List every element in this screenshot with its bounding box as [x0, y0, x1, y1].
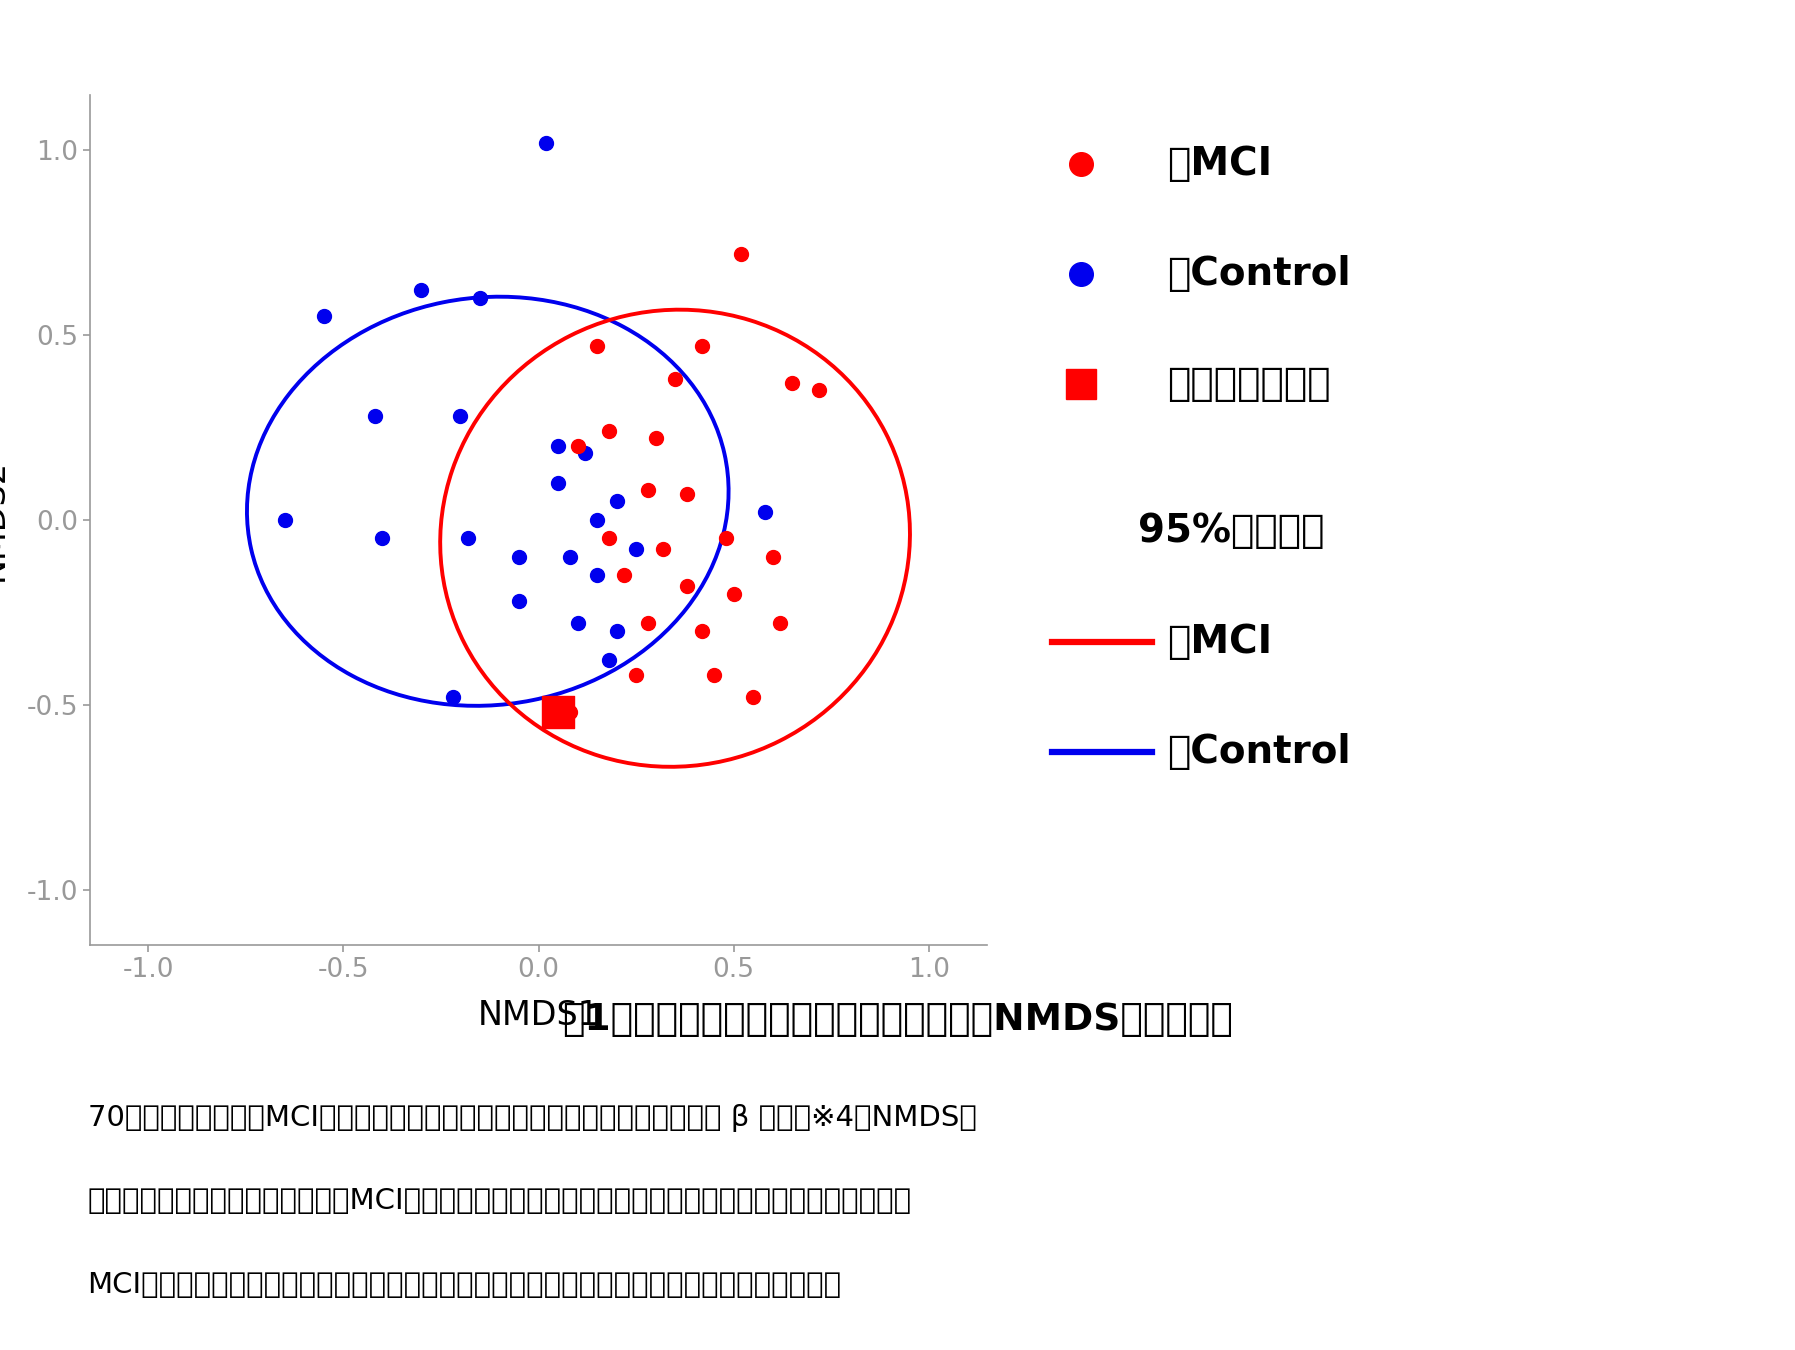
Point — [544, 701, 573, 722]
Point — [594, 649, 623, 671]
Point — [757, 545, 786, 567]
Text: ：Control: ：Control — [1167, 733, 1350, 771]
Point — [583, 564, 612, 586]
Point — [594, 528, 623, 549]
Point — [504, 590, 533, 612]
Text: ：Control: ：Control — [1167, 255, 1350, 293]
Point — [361, 405, 390, 427]
Point — [700, 664, 729, 686]
Point — [504, 545, 533, 567]
Point — [454, 528, 483, 549]
Point — [650, 539, 679, 560]
Point — [740, 686, 768, 707]
Point — [641, 428, 670, 450]
Text: 視覚化しました。本症例の患者はMCI群と対照群の中間的な位置にプロットされ、腸内細菌叢の構成に: 視覚化しました。本症例の患者はMCI群と対照群の中間的な位置にプロットされ、腸内… — [88, 1188, 912, 1215]
X-axis label: NMDS1: NMDS1 — [477, 999, 600, 1033]
Point — [309, 305, 337, 327]
Text: ：MCI: ：MCI — [1167, 146, 1273, 184]
Point — [555, 545, 583, 567]
Point — [687, 335, 716, 356]
Point — [447, 405, 476, 427]
Point — [777, 373, 806, 394]
Point — [621, 664, 650, 686]
Point — [806, 379, 835, 401]
Point — [687, 620, 716, 641]
Text: ：MCI: ：MCI — [1167, 622, 1273, 660]
Point — [601, 620, 630, 641]
Point — [711, 528, 740, 549]
Point — [621, 539, 650, 560]
Y-axis label: NMDS2: NMDS2 — [0, 459, 9, 580]
Point — [544, 472, 573, 494]
Point — [368, 528, 397, 549]
Point — [601, 490, 630, 512]
Text: 95%信頼区間: 95%信頼区間 — [1138, 513, 1325, 551]
Point — [634, 613, 662, 634]
Point — [564, 613, 592, 634]
Text: 図1：腸内細菌叢の非計量多次元尺度法（NMDS）プロット: 図1：腸内細菌叢の非計量多次元尺度法（NMDS）プロット — [562, 1002, 1233, 1038]
Point — [610, 564, 639, 586]
Point — [727, 243, 756, 265]
Point — [766, 613, 795, 634]
Point — [564, 435, 592, 456]
Point — [544, 435, 573, 456]
Point — [720, 583, 749, 605]
Point — [661, 369, 689, 390]
Point — [673, 483, 702, 505]
Point — [271, 509, 300, 531]
Point — [583, 509, 612, 531]
Point — [407, 279, 436, 301]
Text: 70代の日本人女性のMCI患者と疾病に罹患していない対照者の腸内細菌叢の β 多様性※4をNMDSで: 70代の日本人女性のMCI患者と疾病に罹患していない対照者の腸内細菌叢の β 多… — [88, 1104, 976, 1133]
Point — [438, 686, 467, 707]
Point — [583, 335, 612, 356]
Text: ：本症例の患者: ：本症例の患者 — [1167, 366, 1330, 404]
Point — [634, 479, 662, 501]
Point — [750, 502, 779, 524]
Point — [571, 443, 600, 464]
Text: MCI群と共通する特徴がある一方で、対照群とも類似性を有していることが示唤されました。: MCI群と共通する特徴がある一方で、対照群とも類似性を有していることが示唤されま… — [88, 1270, 842, 1299]
Point — [555, 701, 583, 722]
Point — [594, 420, 623, 441]
Point — [465, 288, 494, 309]
Point — [531, 132, 560, 154]
Point — [673, 575, 702, 597]
